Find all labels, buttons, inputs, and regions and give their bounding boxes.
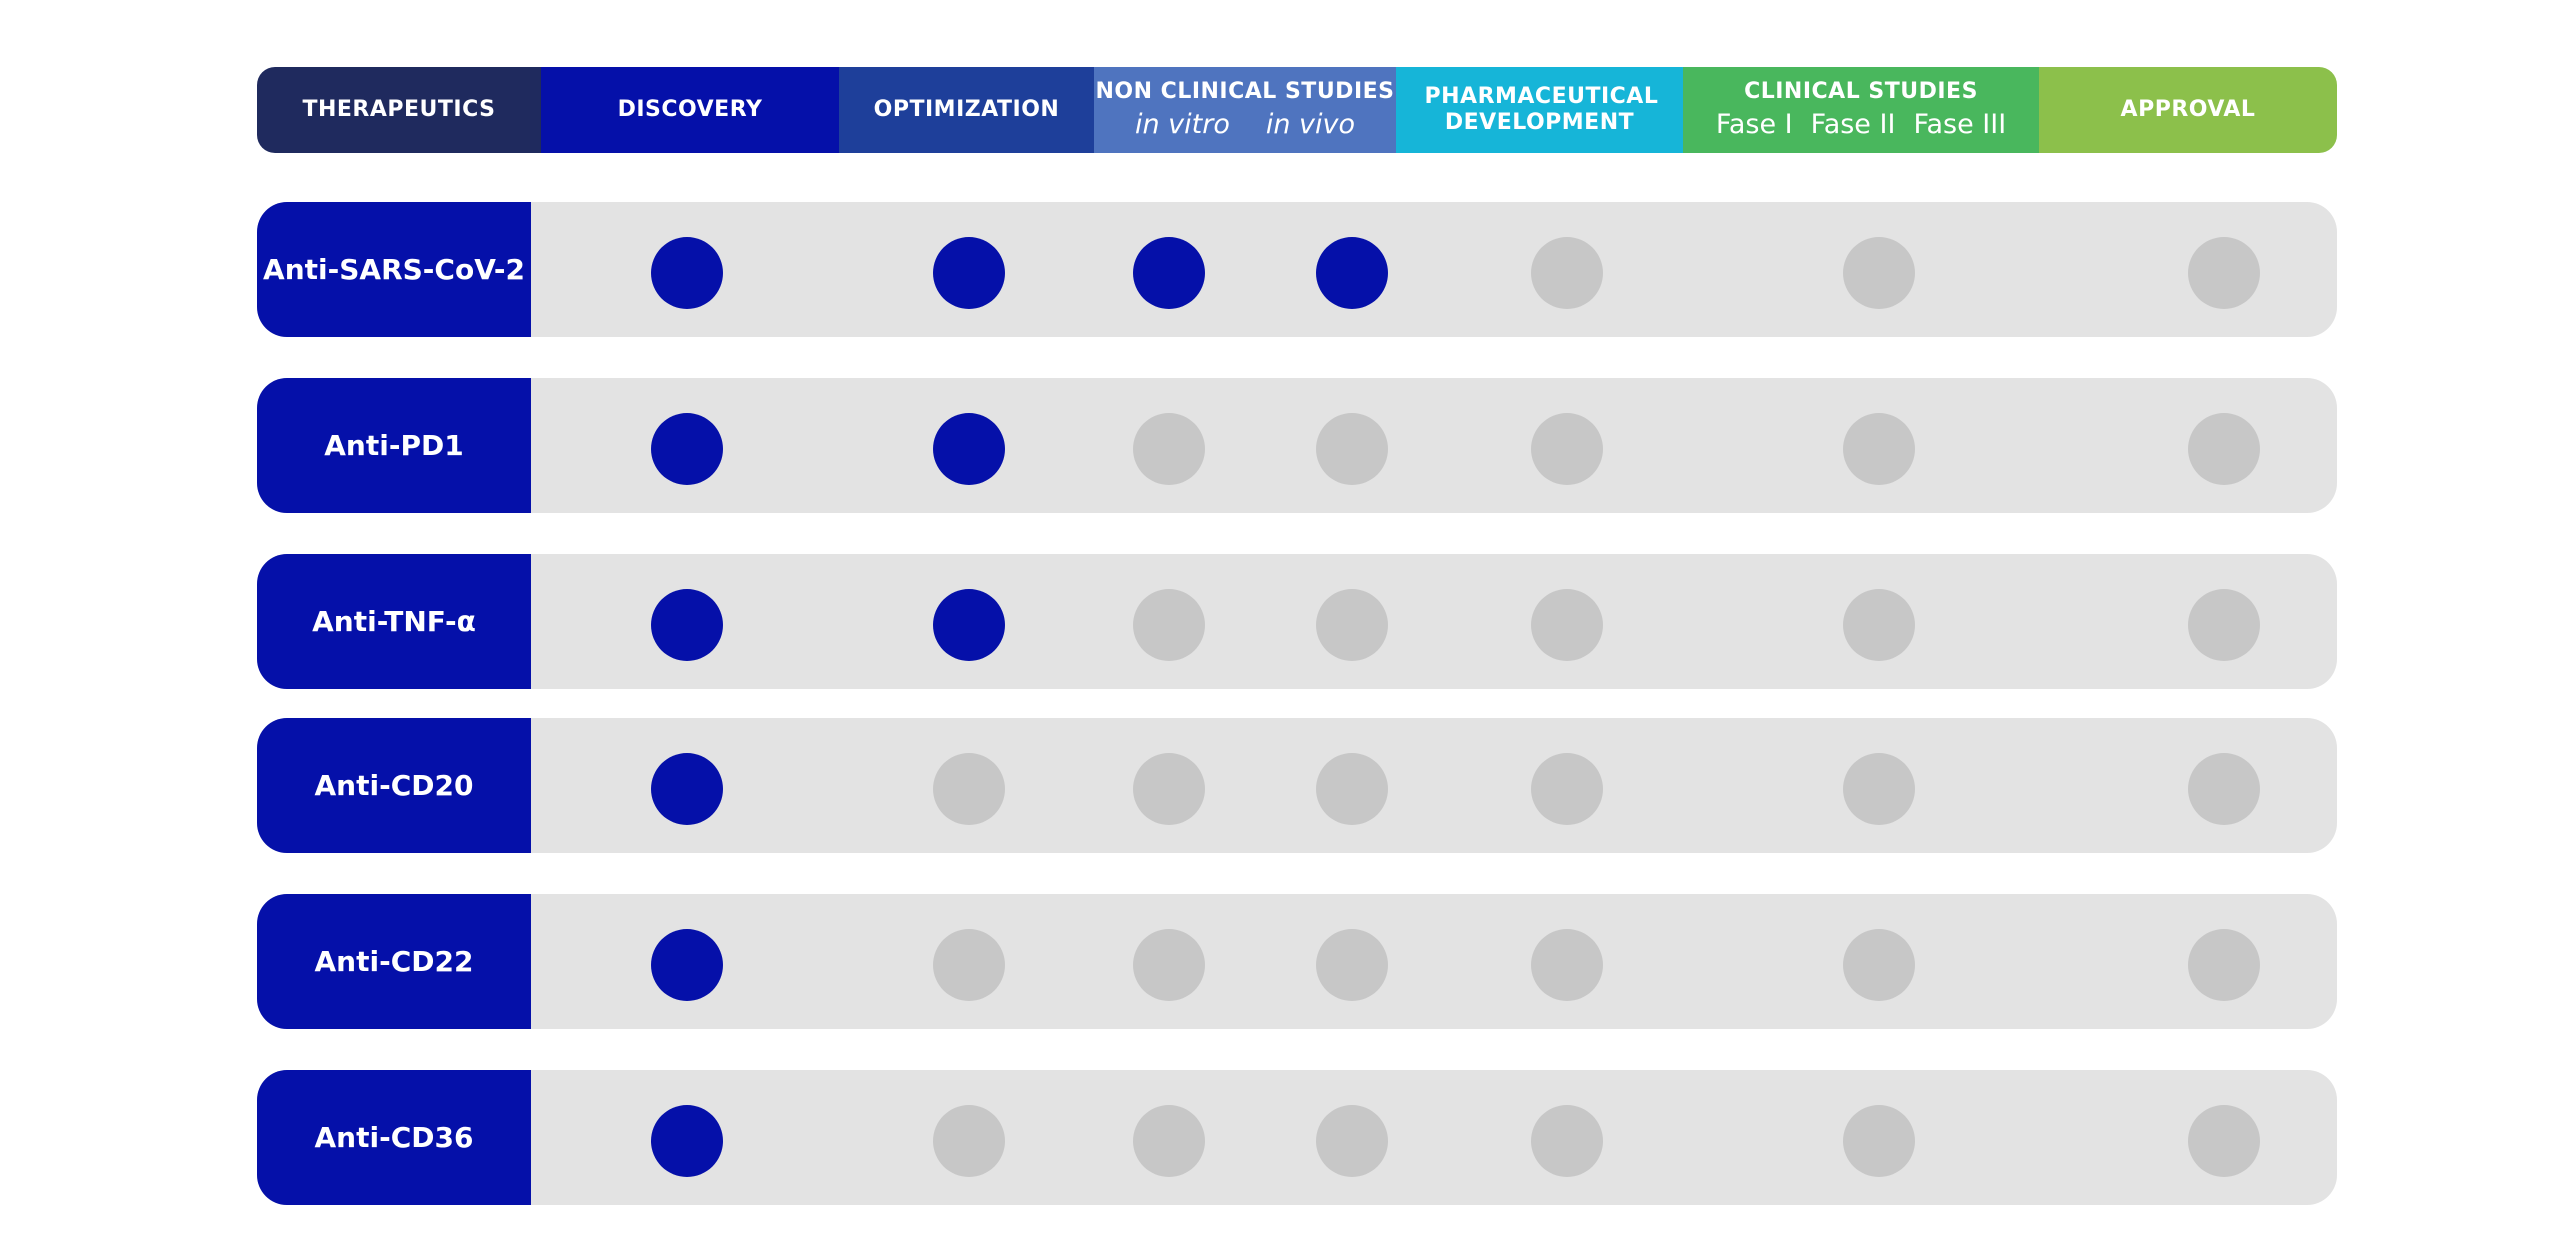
stage-pending-dot xyxy=(1316,413,1388,485)
stage-pending-dot xyxy=(1843,237,1915,309)
stage-pending-dot xyxy=(933,929,1005,1001)
stage-pending-dot xyxy=(1316,1105,1388,1177)
stage-completed-dot xyxy=(933,413,1005,485)
stage-pending-dot xyxy=(933,753,1005,825)
stage-label: APPROVAL xyxy=(2120,96,2256,122)
therapeutic-label: Anti-CD22 xyxy=(257,894,531,1029)
stage-pending-dot xyxy=(1843,753,1915,825)
stage-pending-dot xyxy=(1531,237,1603,309)
pipeline-row: Anti-CD36 xyxy=(257,1070,2337,1205)
stage-pending-dot xyxy=(2188,1105,2260,1177)
stage-pending-dot xyxy=(1316,589,1388,661)
stage-completed-dot xyxy=(933,237,1005,309)
stage-discovery: DISCOVERY xyxy=(541,67,839,153)
stage-pending-dot xyxy=(1531,413,1603,485)
therapeutic-label: Anti-TNF-α xyxy=(257,554,531,689)
stage-label: OPTIMIZATION xyxy=(873,96,1060,122)
substep-label: Fase II xyxy=(1810,109,1896,140)
pipeline-row: Anti-SARS-CoV-2 xyxy=(257,202,2337,337)
stage-pending-dot xyxy=(1531,589,1603,661)
stage-pending-dot xyxy=(1531,1105,1603,1177)
stage-approval: APPROVAL xyxy=(2039,67,2337,153)
stage-therapeutics: THERAPEUTICS xyxy=(257,67,541,153)
stage-pending-dot xyxy=(2188,413,2260,485)
therapeutic-label: Anti-PD1 xyxy=(257,378,531,513)
stage-label: PHARMACEUTICAL DEVELOPMENT xyxy=(1424,83,1659,135)
stage-substeps: in vitro in vivo xyxy=(1135,109,1355,141)
stage-pending-dot xyxy=(1843,589,1915,661)
substep-label: in vivo xyxy=(1265,109,1356,140)
stage-label: CLINICAL STUDIES xyxy=(1744,78,1978,104)
therapeutic-label: Anti-CD20 xyxy=(257,718,531,853)
stage-completed-dot xyxy=(651,413,723,485)
stage-substeps: Fase I Fase II Fase III xyxy=(1716,109,2006,141)
substep-label: Fase III xyxy=(1913,109,2007,140)
stage-pending-dot xyxy=(1133,413,1205,485)
stage-pending-dot xyxy=(1316,929,1388,1001)
stage-completed-dot xyxy=(1133,237,1205,309)
stage-pending-dot xyxy=(1531,929,1603,1001)
stage-pending-dot xyxy=(1531,753,1603,825)
pipeline-row: Anti-TNF-α xyxy=(257,554,2337,689)
stage-optimization: OPTIMIZATION xyxy=(839,67,1094,153)
stage-pending-dot xyxy=(2188,589,2260,661)
stage-label: THERAPEUTICS xyxy=(302,96,496,122)
stage-label: DISCOVERY xyxy=(617,96,763,122)
therapeutic-label: Anti-CD36 xyxy=(257,1070,531,1205)
stage-completed-dot xyxy=(651,237,723,309)
stage-pending-dot xyxy=(1133,929,1205,1001)
stage-pending-dot xyxy=(1843,1105,1915,1177)
stage-completed-dot xyxy=(651,589,723,661)
stage-pending-dot xyxy=(1843,929,1915,1001)
stage-pending-dot xyxy=(1133,589,1205,661)
stage-pending-dot xyxy=(2188,753,2260,825)
stage-pharmaceutical: PHARMACEUTICAL DEVELOPMENT xyxy=(1396,67,1683,153)
substep-label: in vitro xyxy=(1134,109,1230,140)
stage-completed-dot xyxy=(933,589,1005,661)
therapeutic-label: Anti-SARS-CoV-2 xyxy=(257,202,531,337)
stage-pending-dot xyxy=(2188,929,2260,1001)
pipeline-header: THERAPEUTICS DISCOVERY OPTIMIZATION NON … xyxy=(257,67,2337,153)
stage-pending-dot xyxy=(1316,753,1388,825)
stage-nonclinical: NON CLINICAL STUDIES in vitro in vivo xyxy=(1094,67,1396,153)
stage-completed-dot xyxy=(651,753,723,825)
pipeline-row: Anti-CD22 xyxy=(257,894,2337,1029)
pipeline-row: Anti-CD20 xyxy=(257,718,2337,853)
stage-pending-dot xyxy=(1843,413,1915,485)
stage-completed-dot xyxy=(651,1105,723,1177)
stage-pending-dot xyxy=(1133,1105,1205,1177)
stage-pending-dot xyxy=(2188,237,2260,309)
stage-completed-dot xyxy=(651,929,723,1001)
stage-clinical: CLINICAL STUDIES Fase I Fase II Fase III xyxy=(1683,67,2039,153)
stage-pending-dot xyxy=(933,1105,1005,1177)
pipeline-row: Anti-PD1 xyxy=(257,378,2337,513)
substep-label: Fase I xyxy=(1715,109,1793,140)
stage-label: NON CLINICAL STUDIES xyxy=(1095,78,1395,104)
stage-pending-dot xyxy=(1133,753,1205,825)
stage-completed-dot xyxy=(1316,237,1388,309)
